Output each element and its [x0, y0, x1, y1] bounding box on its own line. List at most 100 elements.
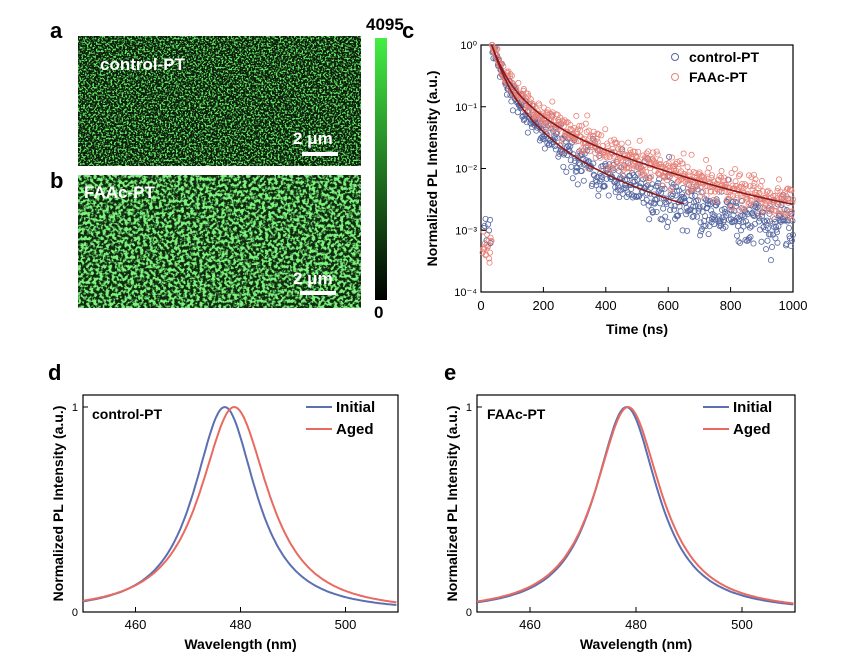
- data-point: [487, 216, 494, 223]
- scatter-points-c: [479, 42, 796, 266]
- data-point: [789, 217, 796, 224]
- data-point: [648, 207, 655, 214]
- data-point: [769, 214, 776, 221]
- panel-letter-a: a: [50, 18, 63, 43]
- data-point: [695, 197, 702, 204]
- data-point: [567, 125, 574, 132]
- data-point: [711, 212, 718, 219]
- data-point: [665, 160, 672, 167]
- data-point: [649, 209, 656, 216]
- data-point: [612, 140, 619, 147]
- series-line-initial: [476, 405, 794, 606]
- data-point: [659, 216, 666, 223]
- data-point: [716, 213, 723, 220]
- data-point: [669, 154, 676, 161]
- data-point: [597, 173, 604, 180]
- data-point: [788, 187, 795, 194]
- legend-label: Aged: [733, 421, 771, 438]
- data-point: [486, 255, 493, 262]
- data-point: [546, 121, 553, 128]
- chart-e: 460 480 500 0 1 Wavelength (nm) Normalized PL …: [444, 394, 796, 652]
- data-point: [749, 197, 756, 204]
- data-point: [764, 237, 771, 244]
- data-point: [622, 158, 629, 165]
- data-point: [757, 183, 764, 190]
- data-point: [788, 208, 795, 215]
- colorbar: [375, 38, 387, 300]
- x-axis-label: Wavelength (nm): [580, 636, 692, 652]
- data-point: [686, 181, 693, 188]
- data-point: [534, 108, 541, 115]
- data-point: [486, 227, 493, 234]
- image-a: control-PT 2 μm: [78, 36, 361, 166]
- data-point: [636, 137, 643, 144]
- data-point: [732, 178, 739, 185]
- data-point: [568, 163, 575, 170]
- image-b: FAAc-PT 2 μm: [78, 175, 361, 308]
- data-point: [541, 145, 548, 152]
- data-point: [590, 160, 597, 167]
- y-axis-label: Normalized PL Intensity (a.u.): [50, 406, 66, 602]
- data-point: [543, 110, 550, 117]
- data-point: [763, 217, 770, 224]
- data-point: [747, 233, 754, 240]
- data-point: [708, 207, 715, 214]
- data-point: [773, 203, 780, 210]
- data-point: [574, 181, 581, 188]
- scalebar-a-label: 2 μm: [293, 129, 333, 148]
- data-point: [569, 175, 576, 182]
- x-tick-label: 460: [519, 617, 541, 632]
- data-point: [667, 187, 674, 194]
- data-point: [732, 198, 739, 205]
- data-point: [753, 210, 760, 217]
- data-point: [559, 117, 566, 124]
- data-point: [713, 197, 720, 204]
- legend-marker-c: [671, 73, 679, 81]
- data-point: [664, 174, 671, 181]
- data-point: [629, 170, 636, 177]
- data-point: [668, 185, 675, 192]
- data-point: [514, 109, 521, 116]
- data-point: [705, 231, 712, 238]
- data-point: [712, 216, 719, 223]
- data-point: [634, 176, 641, 183]
- series-line-aged: [82, 405, 397, 604]
- data-point: [555, 153, 562, 160]
- data-point: [664, 177, 671, 184]
- image-a-label: control-PT: [100, 55, 186, 74]
- data-point: [697, 219, 704, 226]
- data-point: [700, 203, 707, 210]
- data-point: [741, 213, 748, 220]
- legend-label: Aged: [336, 421, 374, 438]
- data-point: [734, 232, 741, 239]
- data-point: [602, 126, 609, 133]
- data-point: [567, 157, 574, 164]
- data-point: [743, 182, 750, 189]
- y-axis-label: Normalized PL Intensity (a.u.): [444, 406, 460, 602]
- data-point: [557, 114, 564, 121]
- data-point: [515, 79, 522, 86]
- data-point: [764, 225, 771, 232]
- data-point: [759, 204, 766, 211]
- data-point: [544, 107, 551, 114]
- data-point: [674, 187, 681, 194]
- legend-marker-c: [671, 53, 679, 61]
- data-point: [697, 193, 704, 200]
- data-point: [603, 154, 610, 161]
- data-point: [629, 194, 636, 201]
- data-point: [749, 209, 756, 216]
- data-point: [690, 203, 697, 210]
- data-point: [643, 196, 650, 203]
- data-point: [775, 176, 782, 183]
- data-point: [709, 172, 716, 179]
- data-point: [762, 246, 769, 253]
- data-point: [494, 46, 501, 53]
- data-point: [602, 153, 609, 160]
- data-point: [547, 129, 554, 136]
- data-point: [561, 150, 568, 157]
- data-point: [786, 233, 793, 240]
- data-point: [650, 208, 657, 215]
- data-point: [700, 188, 707, 195]
- data-point: [688, 151, 695, 158]
- x-axis-label-c: Time (ns): [606, 321, 668, 337]
